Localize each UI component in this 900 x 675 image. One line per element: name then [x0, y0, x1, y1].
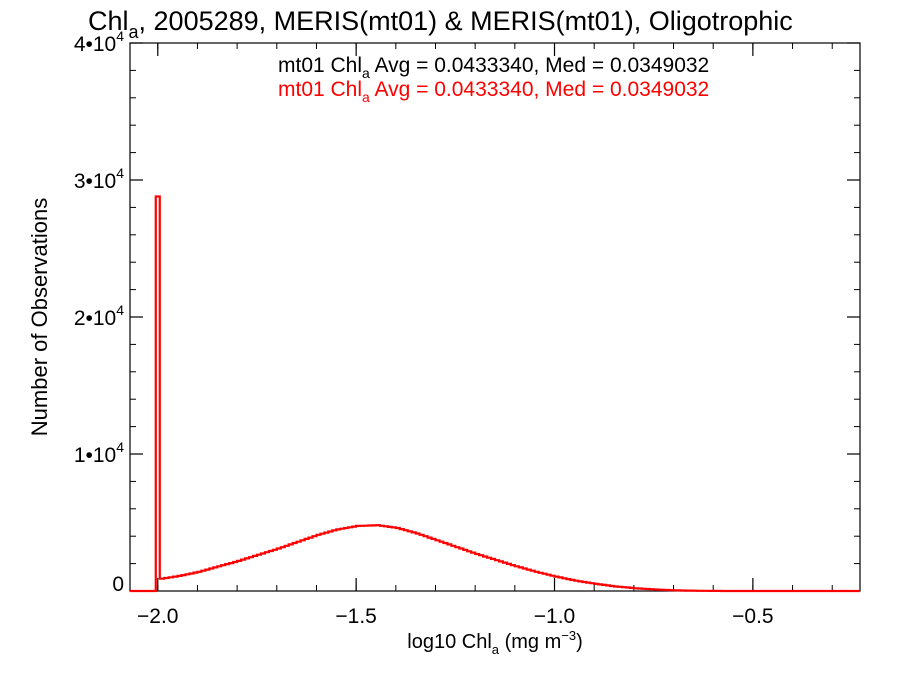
y-axis-label: Number of Observations [27, 198, 52, 436]
y-tick-label: 2•104 [74, 302, 124, 330]
series-line-mt01 [130, 195, 860, 593]
chart-title: Chla, 2005289, MERIS(mt01) & MERIS(mt01)… [88, 6, 793, 42]
legend: mt01 Chla Avg = 0.0433340, Med = 0.03490… [278, 54, 709, 105]
x-tick-labels: −2.0 −1.5 −1.0 −0.5 [137, 605, 774, 628]
x-tick-label: −1.5 [335, 605, 376, 628]
x-tick-label: −0.5 [732, 605, 773, 628]
chart-title-subscript: a [129, 22, 140, 42]
x-tick-label: −1.0 [534, 605, 575, 628]
plot-frame [129, 42, 861, 592]
legend-entry-red: mt01 Chla Avg = 0.0433340, Med = 0.03490… [278, 78, 709, 105]
major-ticks [130, 42, 860, 592]
y-tick-label: 1•104 [74, 439, 124, 467]
y-tick-label: 3•104 [74, 165, 124, 193]
y-tick-labels: 0 1•104 2•104 3•104 4•104 [74, 28, 124, 596]
x-tick-label: −2.0 [137, 605, 178, 628]
legend-entry-black: mt01 Chla Avg = 0.0433340, Med = 0.03490… [278, 54, 709, 81]
chart-title-rest: , 2005289, MERIS(mt01) & MERIS(mt01), Ol… [139, 6, 793, 36]
plot-area: −2.0 −1.5 −1.0 −0.5 0 1•104 2•104 3•104 4•104 [74, 28, 861, 628]
y-tick-label: 4•104 [74, 28, 124, 56]
x-axis-label: log10 Chla (mg m−3) [407, 628, 582, 657]
y-tick-label: 0 [112, 573, 124, 596]
minor-ticks [130, 42, 860, 592]
